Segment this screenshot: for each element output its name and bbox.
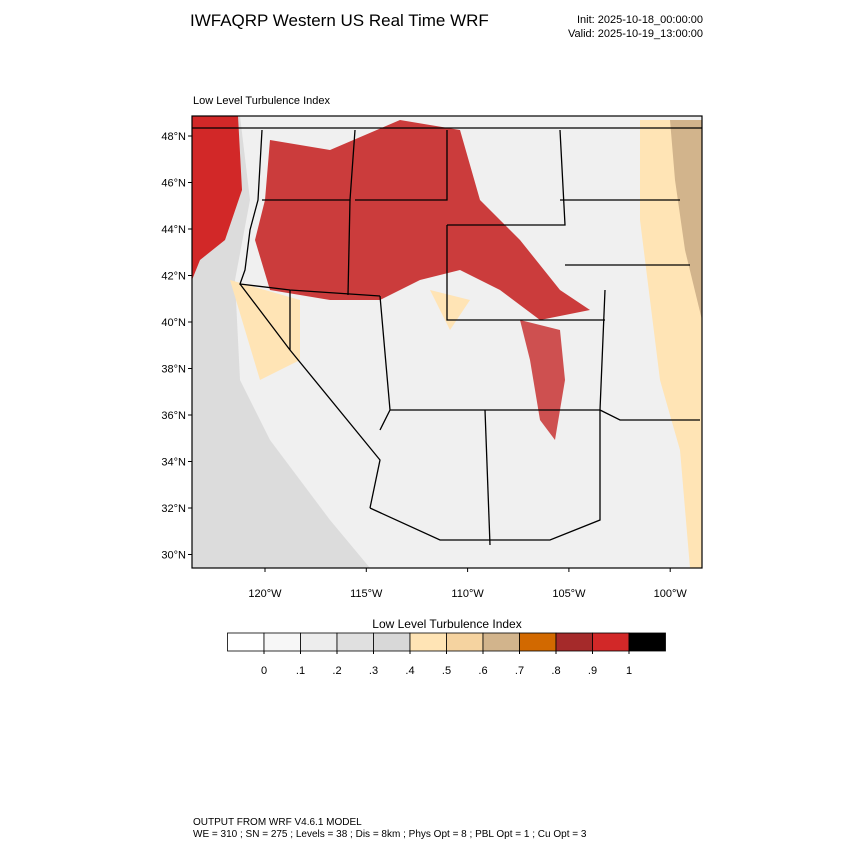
map-subtitle: Low Level Turbulence Index bbox=[193, 95, 330, 107]
colorbar-box bbox=[482, 632, 520, 652]
colorbar-box bbox=[263, 632, 301, 652]
lat-label: 46°N bbox=[161, 178, 186, 190]
lat-label: 32°N bbox=[161, 503, 186, 515]
lat-label: 44°N bbox=[161, 224, 186, 236]
colorbar-box bbox=[628, 632, 666, 652]
lat-label: 36°N bbox=[161, 410, 186, 422]
map bbox=[191, 115, 703, 569]
turbulence-zone bbox=[192, 116, 242, 280]
colorbar-box bbox=[227, 632, 265, 652]
lon-label: 105°W bbox=[552, 588, 586, 600]
colorbar-tick-label: .8 bbox=[551, 665, 560, 677]
lat-label: 40°N bbox=[161, 317, 186, 329]
map-frame bbox=[191, 115, 703, 569]
lat-label: 34°N bbox=[161, 457, 186, 469]
lat-label: 42°N bbox=[161, 271, 186, 283]
colorbar-tick-label: 1 bbox=[626, 665, 632, 677]
colorbar-tick-label: .3 bbox=[369, 665, 378, 677]
colorbar-title: Low Level Turbulence Index bbox=[372, 617, 521, 631]
colorbar-box bbox=[519, 632, 557, 652]
state-borders bbox=[192, 127, 702, 546]
lon-labels: 120°W 115°W 110°W 105°W 100°W bbox=[248, 568, 687, 600]
colorbar-tick-label: .2 bbox=[332, 665, 341, 677]
colorbar-box bbox=[373, 632, 411, 652]
lat-label: 30°N bbox=[161, 550, 186, 562]
colorbar-box bbox=[446, 632, 484, 652]
colorbar-tick-label: .1 bbox=[296, 665, 305, 677]
lat-label: 38°N bbox=[161, 364, 186, 376]
lat-label: 48°N bbox=[161, 131, 186, 143]
lat-labels: 48°N 46°N 44°N 42°N 40°N 38°N 36°N 34°N 32°N 30°N bbox=[161, 131, 192, 562]
footer-line: WE = 310 ; SN = 275 ; Levels = 38 ; Dis … bbox=[193, 829, 587, 840]
colorbar-box bbox=[300, 632, 338, 652]
turbulence-zone bbox=[255, 120, 590, 320]
colorbar-box bbox=[336, 632, 374, 652]
title: IWFAQRP Western US Real Time WRF bbox=[190, 11, 489, 30]
colorbar-tick-label: .9 bbox=[588, 665, 597, 677]
turbulence-zone bbox=[670, 120, 702, 320]
colorbar-tick-label: 0 bbox=[261, 665, 267, 677]
footer-line: OUTPUT FROM WRF V4.6.1 MODEL bbox=[193, 817, 362, 828]
colorbar-tick-label: .4 bbox=[405, 665, 414, 677]
colorbar-box bbox=[555, 632, 593, 652]
init-time: Init: 2025-10-18_00:00:00 bbox=[577, 14, 703, 26]
colorbar-tick-label: .7 bbox=[515, 665, 524, 677]
ocean bbox=[192, 116, 370, 568]
colorbar-tick-label: .5 bbox=[442, 665, 451, 677]
lon-label: 120°W bbox=[248, 588, 282, 600]
colorbar-tick-label: .6 bbox=[478, 665, 487, 677]
lon-label: 100°W bbox=[654, 588, 688, 600]
lon-label: 115°W bbox=[350, 588, 383, 600]
colorbar: 0 .1 .2 .3 .4 .5 .6 .7 .8 .9 1 bbox=[227, 632, 666, 677]
valid-time: Valid: 2025-10-19_13:00:00 bbox=[568, 28, 703, 40]
colorbar-box bbox=[409, 632, 447, 652]
lon-label: 110°W bbox=[451, 588, 484, 600]
colorbar-box bbox=[592, 632, 630, 652]
